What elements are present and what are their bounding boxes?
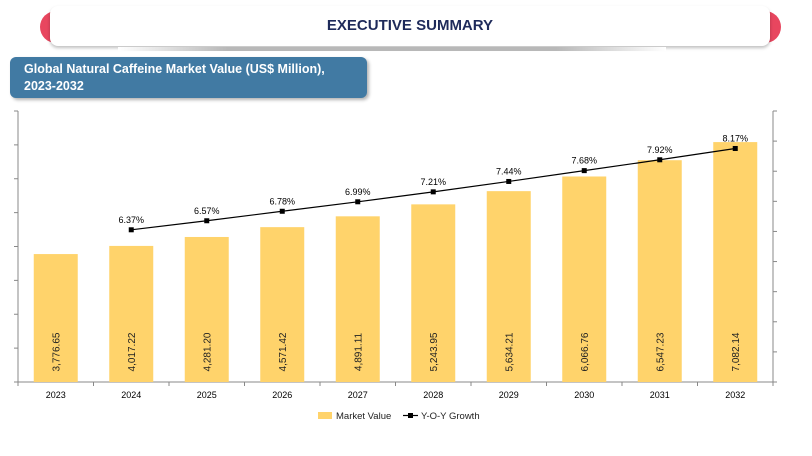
bar-2024 (109, 245, 154, 382)
header-title-box (50, 6, 770, 46)
growth-label-2029: 7.44% (496, 166, 522, 176)
growth-label-2031: 7.92% (647, 145, 673, 155)
growth-label-2027: 6.99% (345, 187, 371, 197)
growth-point (657, 157, 663, 163)
bar-label-2030: 6,066.76 (580, 332, 591, 371)
bar-label-2028: 5,243.95 (429, 332, 440, 371)
bar-label-2025: 4,281.20 (202, 332, 213, 371)
bar-2030 (562, 176, 607, 382)
x-tick-label-2029: 2029 (499, 390, 519, 400)
growth-point (355, 199, 361, 205)
legend-label-growth: Y-O-Y Growth (421, 411, 480, 422)
legend-label-market-value: Market Value (336, 411, 391, 422)
bar-2032 (713, 142, 758, 382)
growth-point (732, 145, 738, 151)
bar-2028 (411, 204, 456, 382)
growth-label-2024: 6.37% (118, 215, 144, 225)
bar-2025 (184, 236, 229, 382)
bar-label-2024: 4,017.22 (127, 332, 138, 371)
x-tick-label-2024: 2024 (121, 390, 141, 400)
growth-point (581, 168, 587, 174)
legend-swatch-growth-marker (408, 413, 413, 418)
growth-line-series: 6.37% 6.57% 6.78% 6.99% 7.21% 7.44% 7.68% 7.92%… (118, 133, 748, 233)
chart-title: Global Natural Caffeine Market Value (US… (10, 57, 367, 98)
x-tick-label-2030: 2030 (574, 390, 594, 400)
bar-label-2023: 3,776.65 (51, 332, 62, 371)
x-tick-label-2031: 2031 (650, 390, 670, 400)
page-title: EXECUTIVE SUMMARY (326, 17, 494, 34)
bar-label-2031: 6,547.23 (655, 332, 666, 371)
growth-label-2030: 7.68% (571, 156, 597, 166)
growth-label-2026: 6.78% (269, 196, 295, 206)
bar-2023 (33, 254, 78, 382)
x-tick-label-2023: 2023 (46, 390, 66, 400)
bar-label-2027: 4,891.11 (353, 332, 364, 371)
header-banner: EXECUTIVE SUMMARY (0, 0, 812, 56)
legend-swatch-market-value (318, 412, 332, 419)
header-underline (118, 47, 666, 51)
growth-label-2032: 8.17% (722, 133, 748, 143)
growth-point (204, 218, 210, 224)
x-tick-label-2027: 2027 (348, 390, 368, 400)
bar-2027 (335, 216, 380, 382)
bar-label-2026: 4,571.42 (278, 332, 289, 371)
growth-point (279, 208, 285, 214)
x-tick-label-2026: 2026 (272, 390, 292, 400)
growth-label-2028: 7.21% (420, 177, 446, 187)
bar-2026 (260, 227, 305, 382)
legend: Market Value Y-O-Y Growth (318, 411, 480, 422)
x-tick-label-2032: 2032 (725, 390, 745, 400)
bar-label-2032: 7,082.14 (731, 332, 742, 371)
x-tick-label-2025: 2025 (197, 390, 217, 400)
x-axis-ticks: 2023 2024 2025 2026 2027 2028 2029 2030 2031 2032 (46, 390, 746, 400)
growth-label-2025: 6.57% (194, 206, 220, 216)
growth-point (506, 178, 512, 184)
growth-point (430, 189, 436, 195)
x-tick-label-2028: 2028 (423, 390, 443, 400)
bar-label-2029: 5,634.21 (504, 332, 515, 371)
bar-2029 (486, 191, 531, 382)
growth-point (128, 227, 134, 233)
bar-2031 (637, 160, 682, 382)
bar-series: 3,776.65 4,017.22 4,281.20 4,571.42 4,891.11… (33, 142, 758, 382)
